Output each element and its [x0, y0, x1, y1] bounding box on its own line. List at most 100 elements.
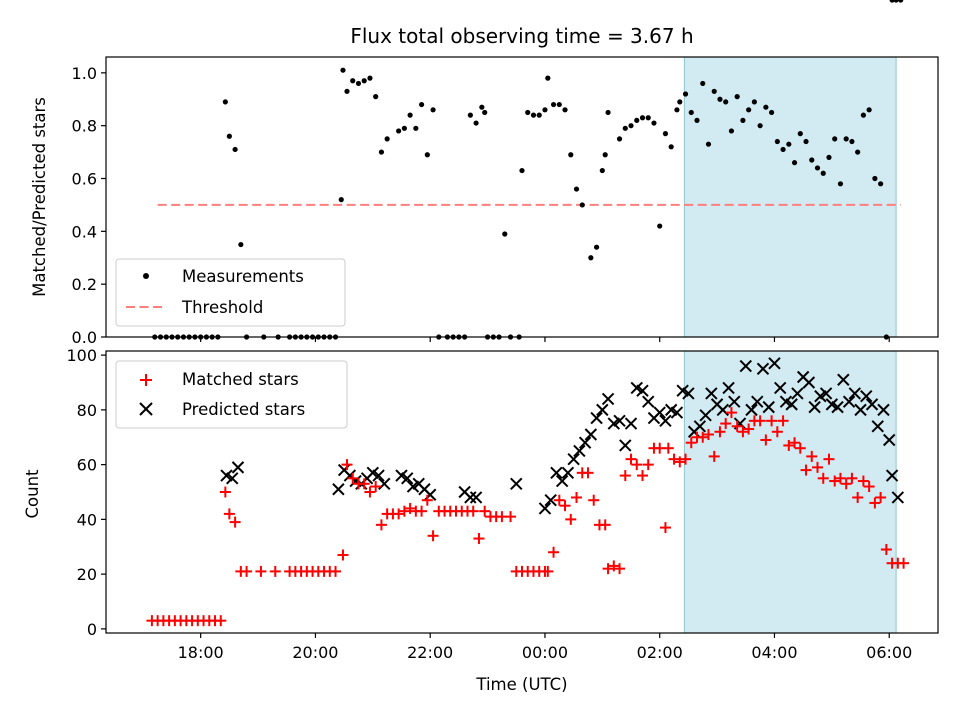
predicted-star-point — [544, 494, 557, 507]
predicted-star-point — [584, 428, 598, 441]
measurement-point — [740, 117, 746, 123]
legend-predicted-marker — [139, 402, 153, 416]
y-tick-label: 0.8 — [72, 117, 97, 136]
predicted-star-point — [865, 398, 879, 411]
measurement-point — [340, 67, 346, 73]
measurement-point — [556, 101, 562, 108]
measurement-point — [860, 112, 867, 118]
measurement-point — [579, 202, 585, 208]
measurement-point — [711, 88, 717, 94]
measurement-point — [355, 80, 362, 87]
measurement-point — [688, 109, 694, 116]
matched-star-point — [215, 615, 227, 627]
measurement-point — [473, 120, 479, 126]
matched-star-point — [840, 478, 852, 490]
measurement-point — [622, 125, 628, 131]
measurement-point — [226, 133, 232, 139]
measurement-point — [872, 175, 878, 182]
bottom-y-axis: 0 20 40 60 80 100 — [66, 346, 106, 639]
measurement-point — [418, 101, 425, 108]
measurement-point — [616, 136, 623, 142]
predicted-star-point — [510, 477, 523, 490]
matched-star-point — [863, 481, 875, 493]
measurement-point — [602, 152, 608, 158]
measurement-point — [700, 80, 706, 87]
matched-star-point — [794, 442, 806, 454]
chart-title: Flux total observing time = 3.67 h — [350, 24, 693, 48]
matched-star-point — [505, 511, 517, 523]
x-tick-label: 00:00 — [522, 643, 568, 662]
predicted-star-point — [573, 444, 586, 458]
bottom-y-axis-label: Count — [23, 469, 42, 519]
matched-star-point — [364, 486, 376, 498]
matched-star-point — [760, 434, 772, 446]
matched-star-point — [393, 508, 405, 520]
measurement-point — [814, 165, 821, 171]
measurement-point — [763, 104, 769, 110]
y-tick-label: 100 — [66, 346, 97, 365]
measurement-point — [769, 109, 775, 116]
top-legend-box — [115, 258, 346, 327]
matched-star-point — [680, 453, 692, 465]
predicted-star-point — [785, 398, 798, 411]
measurement-point — [786, 141, 792, 147]
matched-star-point — [754, 415, 766, 427]
measurement-point — [542, 107, 548, 113]
measurement-point — [751, 99, 757, 105]
measurement-point — [826, 154, 832, 160]
matched-star-point — [817, 472, 829, 484]
matched-star-point — [223, 508, 235, 520]
matched-star-point — [398, 505, 410, 517]
matched-star-point — [771, 426, 783, 438]
predicted-star-point — [871, 420, 884, 433]
matched-star-point — [473, 533, 485, 545]
matched-star-point — [553, 494, 565, 506]
matched-star-point — [625, 453, 637, 465]
measurement-point — [401, 125, 407, 131]
legend-measurements-marker — [143, 273, 149, 279]
measurement-point — [479, 104, 485, 110]
matched-star-point — [737, 426, 749, 438]
measurement-point — [530, 112, 537, 118]
matched-star-point — [789, 437, 801, 449]
measurement-point — [568, 152, 574, 158]
predicted-star-point — [682, 387, 695, 400]
measurement-point — [562, 107, 568, 113]
measurement-point — [413, 125, 419, 131]
predicted-star-point — [762, 400, 775, 414]
bottom-panel: 0 20 40 60 80 100 18:00 20:00 22:00 00:00 02:00 04… — [23, 346, 939, 694]
matched-star-point — [846, 472, 858, 484]
measurement-point — [536, 112, 542, 118]
predicted-star-point — [728, 395, 741, 408]
predicted-star-point — [848, 387, 862, 400]
matched-star-point — [636, 470, 648, 482]
predicted-star-point — [670, 406, 684, 419]
predicted-star-point — [768, 357, 781, 370]
predicted-star-point — [854, 403, 867, 417]
measurement-point — [705, 141, 712, 147]
top-y-axis-label: Matched/Predicted stars — [30, 97, 49, 297]
predicted-star-point — [819, 387, 833, 400]
predicted-star-point — [642, 395, 655, 408]
predicted-star-point — [624, 417, 638, 430]
measurement-point — [645, 115, 651, 121]
measurement-point — [525, 109, 531, 116]
matched-star-point — [783, 439, 795, 451]
measurement-point — [657, 223, 663, 229]
y-tick-label: 60 — [77, 456, 97, 475]
matched-star-point — [479, 505, 491, 517]
matched-star-point — [341, 459, 353, 471]
y-tick-label: 40 — [77, 510, 97, 529]
measurement-point — [467, 112, 473, 118]
matched-star-point — [582, 467, 594, 479]
matched-star-point — [542, 565, 554, 577]
y-tick-label: 0.2 — [72, 275, 97, 294]
matched-star-point — [875, 491, 887, 503]
matched-star-point — [467, 505, 479, 517]
matched-star-point — [548, 546, 560, 558]
measurement-point — [820, 170, 826, 176]
measurement-point — [344, 88, 350, 94]
measurement-point — [889, 0, 895, 3]
measurement-point — [855, 149, 861, 155]
matched-star-point — [565, 513, 577, 525]
